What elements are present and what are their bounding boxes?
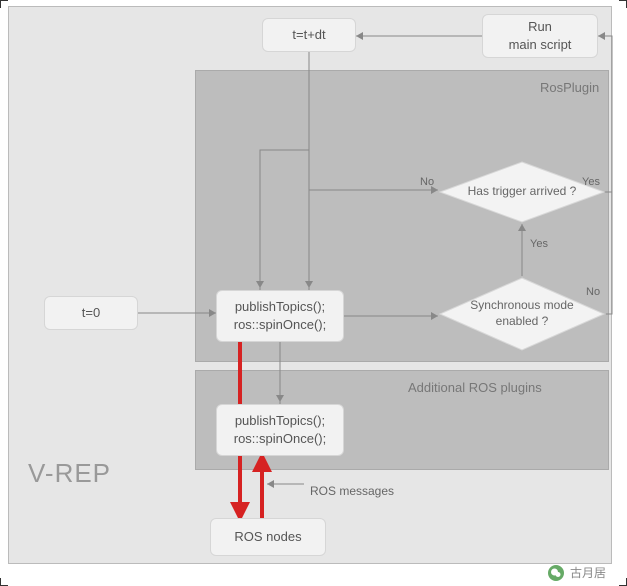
- time-step-box: t=t+dt: [262, 18, 356, 52]
- sync-decision: Synchronous mode enabled ?: [438, 276, 606, 352]
- watermark-text: 古月居: [570, 564, 606, 581]
- watermark: 古月居: [548, 564, 606, 581]
- edge-label-no-2: No: [586, 286, 600, 298]
- additional-plugins-label: Additional ROS plugins: [408, 380, 542, 395]
- trigger-decision: Has trigger arrived ?: [438, 160, 606, 224]
- ros-messages-label: ROS messages: [310, 484, 394, 498]
- ros-nodes-box: ROS nodes: [210, 518, 326, 556]
- run-main-script-box: Run main script: [482, 14, 598, 58]
- vrep-label: V-REP: [28, 458, 111, 489]
- wechat-icon: [548, 565, 564, 581]
- edge-label-yes-1: Yes: [582, 176, 600, 188]
- rosplugin-label: RosPlugin: [540, 80, 599, 95]
- publish-topics-box-1: publishTopics(); ros::spinOnce();: [216, 290, 344, 342]
- publish-topics-box-2: publishTopics(); ros::spinOnce();: [216, 404, 344, 456]
- edge-label-yes-2: Yes: [530, 238, 548, 250]
- edge-label-no-1: No: [420, 176, 434, 188]
- time-zero-box: t=0: [44, 296, 138, 330]
